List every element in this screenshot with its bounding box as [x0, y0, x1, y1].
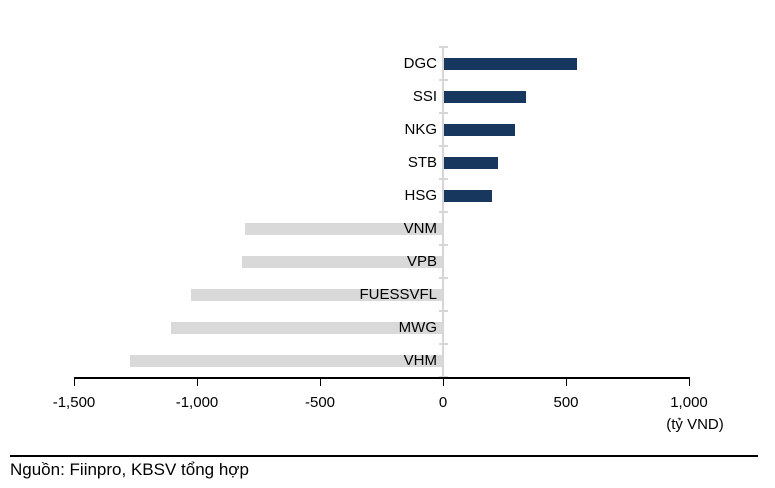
category-axis-tick	[438, 79, 448, 81]
value-axis-line	[74, 377, 690, 379]
bar-nkg	[444, 123, 516, 136]
x-axis-unit-label: (tỷ VND)	[666, 416, 724, 433]
category-axis-tick	[438, 211, 448, 213]
bar-fuessvfl	[191, 288, 442, 301]
bar-hsg	[444, 189, 492, 202]
category-axis-tick	[438, 46, 448, 48]
bar-mwg	[171, 321, 442, 334]
category-label-vhm: VHM	[403, 352, 437, 369]
category-axis-tick	[438, 310, 448, 312]
category-axis-tick	[438, 178, 448, 180]
bar-stb	[444, 156, 499, 169]
bar-vpb	[241, 255, 442, 268]
category-label-vpb: VPB	[406, 253, 437, 270]
value-axis-tick-label: 0	[438, 394, 448, 411]
category-label-ssi: SSI	[412, 88, 437, 105]
bar-dgc	[444, 57, 577, 70]
value-axis-tick-label: -1,500	[52, 394, 96, 411]
source-note: Nguồn: Fiinpro, KBSV tổng hợp	[10, 460, 249, 479]
category-label-vnm: VNM	[403, 220, 437, 237]
value-axis-tick-label: -500	[304, 394, 336, 411]
value-axis-tick	[73, 379, 75, 386]
category-label-stb: STB	[407, 154, 437, 171]
category-axis-tick	[438, 343, 448, 345]
value-axis-tick	[319, 379, 321, 386]
value-axis-tick	[442, 379, 444, 386]
category-label-nkg: NKG	[404, 121, 437, 138]
value-axis-tick	[565, 379, 567, 386]
category-label-hsg: HSG	[404, 187, 437, 204]
value-axis-tick-label: 500	[553, 394, 579, 411]
bar-ssi	[444, 90, 527, 103]
value-axis-tick	[196, 379, 198, 386]
category-axis-tick	[438, 244, 448, 246]
value-axis-tick-label: -1,000	[175, 394, 219, 411]
footer-divider	[10, 455, 758, 457]
category-label-fuessvfl: FUESSVFL	[359, 286, 437, 303]
value-axis-tick	[688, 379, 690, 386]
bar-vhm	[129, 354, 442, 367]
category-label-mwg: MWG	[398, 319, 437, 336]
category-axis-tick	[438, 112, 448, 114]
category-axis-tick	[438, 145, 448, 147]
bar-vnm	[245, 222, 442, 235]
value-axis-tick-label: 1,000	[670, 394, 708, 411]
category-axis-tick	[438, 277, 448, 279]
category-label-dgc: DGC	[403, 55, 437, 72]
